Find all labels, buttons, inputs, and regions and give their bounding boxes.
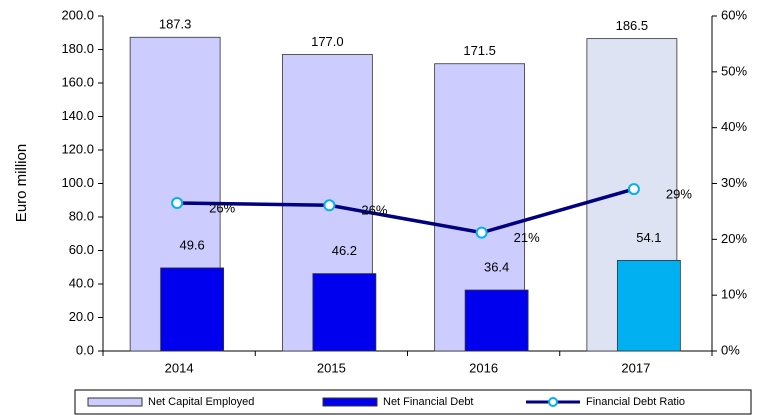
x-tick-label: 2017 (621, 360, 650, 375)
legend-label: Net Capital Employed (148, 396, 254, 408)
y-tick-label: 60.0 (69, 242, 94, 257)
legend-swatch (87, 397, 143, 407)
data-label: 29% (666, 187, 692, 202)
y-tick-label: 200.0 (61, 7, 94, 22)
y2-tick-label: 60% (721, 7, 747, 22)
y2-tick-label: 20% (721, 231, 747, 246)
line-marker (171, 197, 184, 210)
data-label: 171.5 (463, 43, 496, 58)
line-marker (323, 199, 336, 212)
y2-tick-label: 10% (721, 287, 747, 302)
line-marker (627, 183, 640, 196)
line-marker (475, 226, 488, 239)
y-tick-label: 20.0 (69, 309, 94, 324)
y-tick-label: 120.0 (61, 141, 94, 156)
data-label: 26% (361, 203, 387, 218)
bar (616, 259, 681, 352)
line (177, 187, 635, 235)
data-label: 46.2 (332, 243, 357, 258)
y2-tick-label: 0% (721, 342, 740, 357)
bar (160, 267, 225, 352)
legend-box (74, 389, 752, 415)
y2-tick-label: 40% (721, 119, 747, 134)
data-label: 21% (514, 230, 540, 245)
data-label: 186.5 (616, 18, 649, 33)
data-label: 26% (209, 200, 235, 215)
y2-tick-label: 30% (721, 175, 747, 190)
y-tick-label: 160.0 (61, 74, 94, 89)
x-tick-label: 2015 (317, 360, 346, 375)
x-tick-label: 2016 (469, 360, 498, 375)
data-label: 187.3 (159, 17, 192, 32)
y-tick-label: 100.0 (61, 175, 94, 190)
x-tick-label: 2014 (165, 360, 194, 375)
data-label: 177.0 (311, 34, 344, 49)
y-tick-label: 140.0 (61, 108, 94, 123)
y-tick-label: 80.0 (69, 208, 94, 223)
data-label: 54.1 (636, 230, 661, 245)
legend-swatch (322, 397, 378, 407)
legend-label: Net Financial Debt (383, 396, 474, 408)
y-axis-label: Euro million (13, 144, 30, 222)
y2-tick-label: 50% (721, 63, 747, 78)
y-tick-label: 180.0 (61, 41, 94, 56)
data-label: 36.4 (484, 259, 509, 274)
legend-marker (548, 397, 558, 407)
legend-label: Financial Debt Ratio (586, 396, 685, 408)
y-tick-label: 0.0 (76, 342, 94, 357)
bar (312, 273, 377, 352)
data-label: 49.6 (179, 237, 204, 252)
y-tick-label: 40.0 (69, 275, 94, 290)
bar (464, 289, 529, 352)
